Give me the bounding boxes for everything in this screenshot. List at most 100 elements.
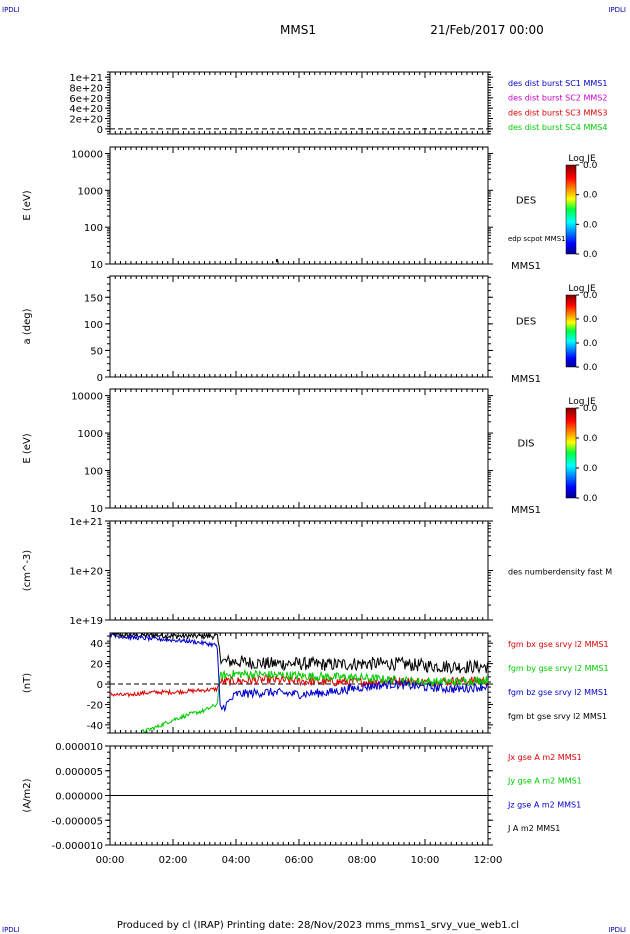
y-axis-label: (A/m2) <box>22 778 33 812</box>
colorbar-label: 0.0 <box>583 339 598 349</box>
y-tick-label: 100 <box>84 223 103 234</box>
corner-label-top-right: IPDLI <box>608 6 626 14</box>
spacecraft-label: MMS1 <box>511 374 541 385</box>
y-tick-label: 10000 <box>71 392 103 403</box>
legend-entry: des dist burst SC4 MMS4 <box>508 123 607 132</box>
corner-label-bottom-right: IPDLI <box>608 926 626 934</box>
y-tick-label: -40 <box>87 721 103 732</box>
panel-frame <box>109 388 489 509</box>
y-tick-label: 0 <box>97 373 103 384</box>
series-blue <box>109 633 489 712</box>
colorbar-label: 0.0 <box>583 464 598 474</box>
colorbar-label: 0.0 <box>583 291 598 301</box>
colorbar-title: Log JE <box>568 284 596 294</box>
y-tick-label: 40 <box>90 639 103 650</box>
corner-label-bottom-left: IPDLI <box>2 926 20 934</box>
y-tick-label: 6e+20 <box>69 94 103 105</box>
note-label: edp scpot MMS1 <box>508 235 566 243</box>
y-tick-label: 0 <box>97 125 103 136</box>
legend-entry: des numberdensity fast M <box>508 568 612 577</box>
data-mark <box>275 259 278 263</box>
panel-7: 0.000010 0.000005 0.000000 -0.000005 -0.0000… <box>22 742 582 852</box>
panel-frame <box>109 71 489 135</box>
y-tick-label: 4e+20 <box>69 104 103 115</box>
time-tick-label: 08:00 <box>348 855 377 866</box>
legend-entry: des dist burst SC2 MMS2 <box>508 94 607 103</box>
y-axis-label: (nT) <box>22 673 33 693</box>
y-tick-label: -20 <box>87 700 103 711</box>
time-tick-label: 04:00 <box>222 855 251 866</box>
legend-entry: fgm bx gse srvy l2 MMS1 <box>508 640 609 649</box>
instrument-label: DIS <box>518 439 535 450</box>
colorbar-title: Log JE <box>568 397 596 407</box>
y-tick-label: 1000 <box>78 186 103 197</box>
y-tick-label: 50 <box>90 346 103 357</box>
colorbar-title: Log JE <box>568 154 596 164</box>
time-tick-label: 06:00 <box>285 855 314 866</box>
panel-2: 10000 1000 100 10 E (eV) DES MMS1 edp scpot MMS… <box>22 146 598 272</box>
series-green <box>141 668 489 733</box>
legend-entry: des dist burst SC1 MMS1 <box>508 79 607 88</box>
colorbar-label: 0.0 <box>583 191 598 201</box>
time-axis: 00:00 02:00 04:00 06:00 08:00 10:00 12:00 <box>96 855 503 866</box>
y-axis-label: a (deg) <box>22 308 33 344</box>
legend-entry: fgm bt gse srvy l2 MMS1 <box>508 712 607 721</box>
legend-entry: fgm bz gse srvy l2 MMS1 <box>508 688 608 697</box>
y-tick-label: 20 <box>90 660 103 671</box>
colorbar <box>565 407 577 499</box>
time-tick-label: 10:00 <box>411 855 440 866</box>
panel-5: 1e+21 1e+20 1e+19 (cm^-3) des numberdensity … <box>22 517 612 627</box>
colorbar-label: 0.0 <box>583 161 598 171</box>
y-tick-label: -0.000005 <box>52 816 103 827</box>
spacecraft-label: MMS1 <box>511 261 541 272</box>
colorbar-label: 0.0 <box>583 220 598 230</box>
legend-entry: J A m2 MMS1 <box>507 824 560 833</box>
legend-entry: des dist burst SC3 MMS3 <box>508 108 607 117</box>
y-tick-label: -0.000010 <box>52 841 103 852</box>
y-tick-label: 0 <box>97 680 103 691</box>
y-tick-label: 1000 <box>78 429 103 440</box>
colorbar-label: 0.0 <box>583 404 598 414</box>
time-tick-label: 12:00 <box>474 855 503 866</box>
colorbar <box>565 164 577 255</box>
panel-6: 40 20 0 -20 -40 (nT) fgm bx gse srvy l2 MMS1 fg… <box>22 632 609 734</box>
plot-date: 21/Feb/2017 00:00 <box>430 23 544 37</box>
colorbar-label: 0.0 <box>583 315 598 325</box>
y-axis-label: E (eV) <box>22 433 33 463</box>
y-axis-label: E (eV) <box>22 190 33 220</box>
y-tick-label: 0.000010 <box>55 742 103 753</box>
y-tick-label: 100 <box>84 320 103 331</box>
corner-label-top-left: IPDLI <box>2 6 20 14</box>
y-tick-label: 1e+21 <box>69 73 103 84</box>
y-tick-label: 8e+20 <box>69 84 103 95</box>
y-tick-label: 100 <box>84 467 103 478</box>
y-tick-label: 10 <box>90 504 103 515</box>
panel-frame <box>109 520 489 621</box>
panel-frame <box>109 275 489 378</box>
instrument-label: DES <box>516 196 536 207</box>
colorbar-label: 0.0 <box>583 250 598 260</box>
series-red <box>109 674 489 698</box>
colorbar <box>565 294 577 368</box>
legend-entry: Jx gse A m2 MMS1 <box>507 753 582 762</box>
legend-entry: fgm by gse srvy l2 MMS1 <box>508 664 609 673</box>
plot-title: MMS1 <box>280 23 316 37</box>
y-tick-label: 0.000005 <box>55 767 103 778</box>
y-tick-label: 2e+20 <box>69 115 103 126</box>
y-axis-label: (cm^-3) <box>22 550 33 591</box>
colorbar-label: 0.0 <box>583 434 598 444</box>
y-tick-label: 10 <box>90 260 103 271</box>
time-tick-label: 00:00 <box>96 855 125 866</box>
spacecraft-label: MMS1 <box>511 505 541 516</box>
y-tick-label: 0.000000 <box>55 792 103 803</box>
colorbar-label: 0.0 <box>583 363 598 373</box>
y-tick-label: 10000 <box>71 149 103 160</box>
legend-entry: Jz gse A m2 MMS1 <box>507 800 581 809</box>
legend-entry: Jy gse A m2 MMS1 <box>507 777 582 786</box>
y-tick-label: 150 <box>84 293 103 304</box>
